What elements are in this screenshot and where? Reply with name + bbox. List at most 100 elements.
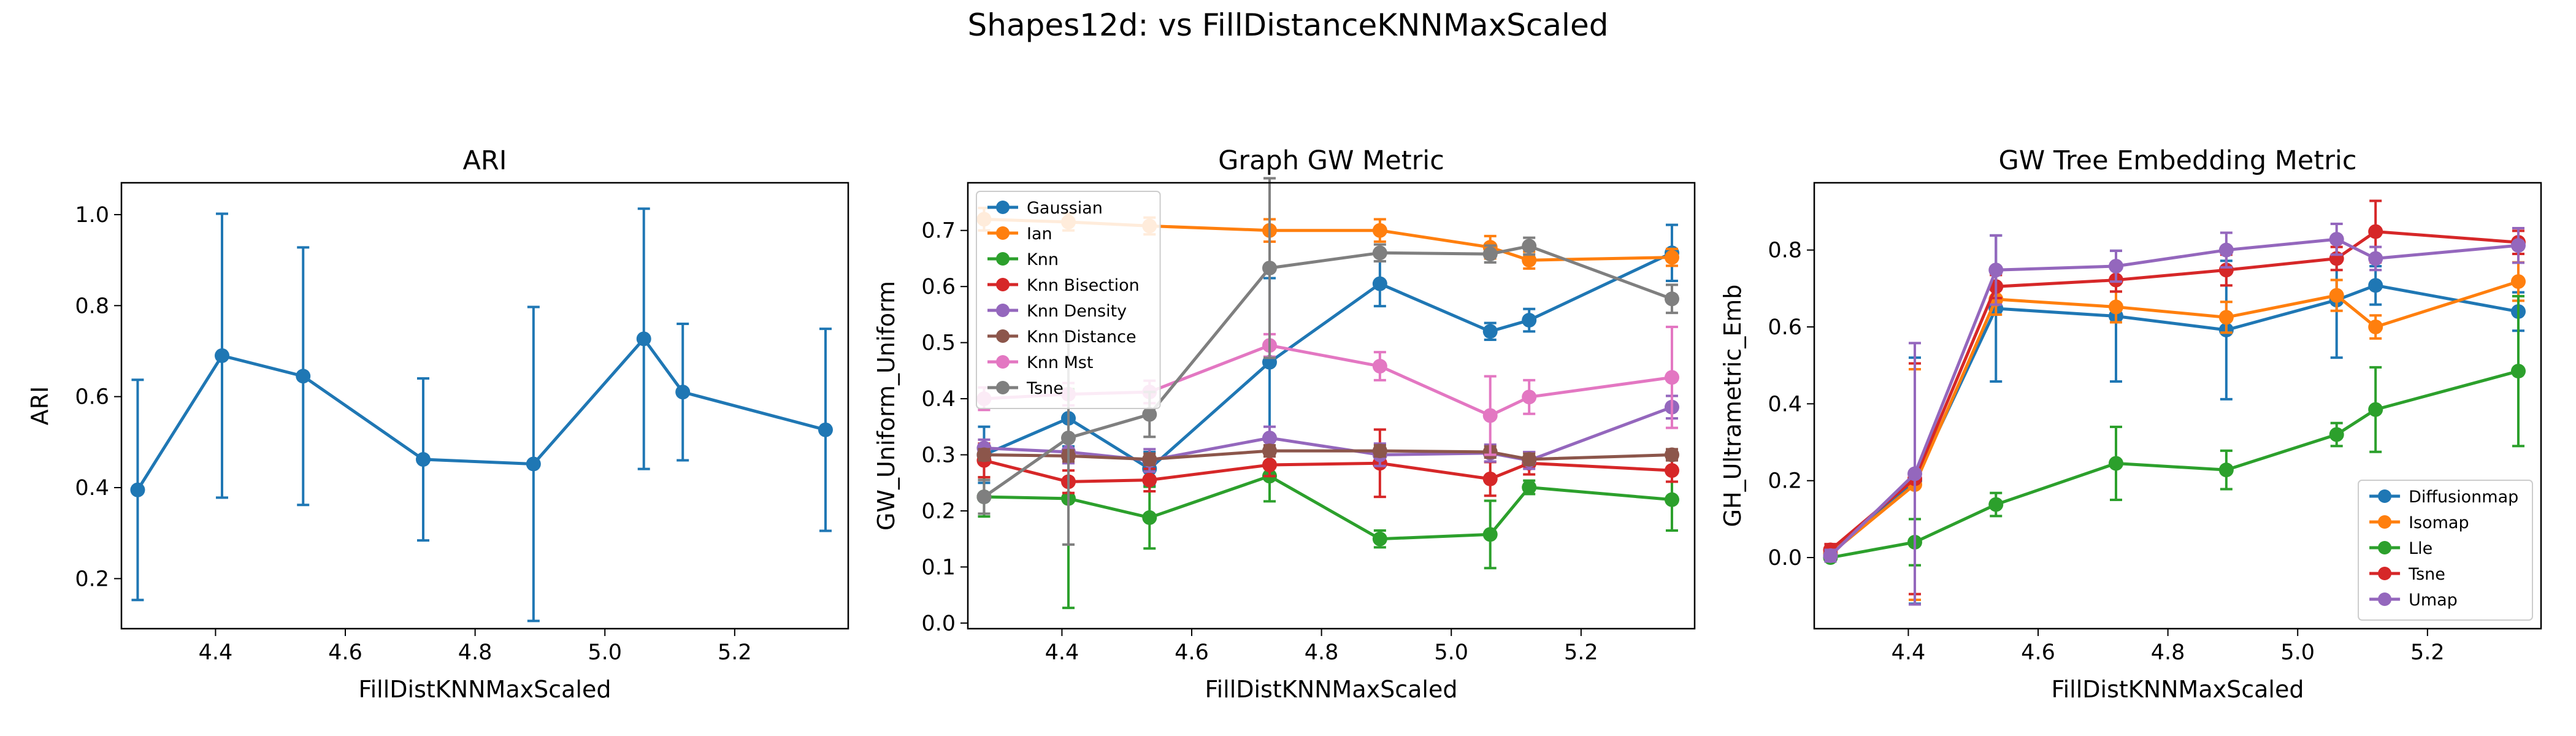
legend-entry: Ian xyxy=(987,224,1052,243)
y-tick-label: 0.0 xyxy=(921,611,956,636)
series-1 xyxy=(130,207,833,623)
legend-marker xyxy=(996,304,1010,317)
y-tick-label: 0.6 xyxy=(1768,315,1802,340)
data-point xyxy=(2368,278,2383,293)
series-line xyxy=(984,474,1673,541)
data-point xyxy=(2368,251,2383,266)
x-tick-label: 4.8 xyxy=(1305,640,1339,665)
y-tick-label: 0.4 xyxy=(1768,392,1802,416)
data-point xyxy=(1522,451,1537,467)
data-point xyxy=(1482,527,1498,542)
chart-panel-1: ARI 4.4 4.6 4.8 5.0 5.2 0.2 0.4 0.6 0.8 1.0 FillDis… xyxy=(26,145,849,703)
legend-entry: Diffusionmap xyxy=(2369,488,2518,507)
data-point xyxy=(1522,313,1537,328)
data-point xyxy=(1482,247,1498,262)
plot-frame xyxy=(1813,182,2542,630)
legend-entry: Umap xyxy=(2369,591,2458,610)
data-point xyxy=(2108,258,2123,274)
data-point xyxy=(1060,431,1076,446)
plot-frame xyxy=(967,182,1696,630)
data-point xyxy=(1372,359,1387,374)
legend-label: Knn Mst xyxy=(1027,353,1093,372)
data-point xyxy=(130,482,145,497)
legend-marker xyxy=(996,201,1010,214)
data-point xyxy=(1907,466,1922,481)
x-tick-label: 4.6 xyxy=(328,640,362,665)
data-point xyxy=(1142,472,1157,488)
legend-marker xyxy=(2378,489,2392,503)
x-axis-label: FillDistKNNMaxScaled xyxy=(359,676,611,703)
legend-marker xyxy=(996,329,1010,343)
chart-title: GW Tree Embedding Metric xyxy=(1998,145,2356,176)
data-point xyxy=(1262,260,1277,275)
chart-panel-2: Graph GW Metric 4.4 4.6 4.8 5.0 5.2 0.0 0.1 0.2 0… xyxy=(873,145,1696,703)
legend-label: Lle xyxy=(2409,539,2432,558)
y-axis-label: GH_Ultrametric_Emb xyxy=(1719,285,1746,527)
data-point xyxy=(1372,443,1387,459)
chart-title: Graph GW Metric xyxy=(1218,145,1444,176)
data-point xyxy=(1482,471,1498,486)
data-point xyxy=(2329,288,2344,303)
data-point xyxy=(1372,245,1387,261)
data-point xyxy=(1262,457,1277,472)
x-tick-label: 4.8 xyxy=(458,640,493,665)
legend-entry: Knn Mst xyxy=(987,353,1093,372)
y-tick-label: 0.4 xyxy=(75,476,109,500)
legend-entry: Knn Distance xyxy=(987,328,1137,347)
chart-title: ARI xyxy=(463,145,507,176)
legend-marker xyxy=(2378,592,2392,606)
data-point xyxy=(1372,223,1387,238)
data-point xyxy=(976,489,992,505)
series-line xyxy=(1830,369,2519,559)
data-point xyxy=(214,348,229,363)
y-tick-label: 0.8 xyxy=(75,294,109,318)
legend-label: Knn Distance xyxy=(1027,328,1137,347)
x-axis-label: FillDistKNNMaxScaled xyxy=(1205,676,1458,703)
data-point xyxy=(1664,492,1679,507)
data-point xyxy=(2218,462,2234,478)
series-tsne xyxy=(976,177,1679,546)
legend-entry: Gaussian xyxy=(987,199,1103,218)
legend-entry: Knn Bisection xyxy=(987,276,1140,295)
data-point xyxy=(2218,310,2234,325)
data-point xyxy=(1372,531,1387,546)
y-tick-label: 0.3 xyxy=(921,443,956,468)
legend-label: Knn Density xyxy=(1027,302,1127,321)
legend-label: Diffusionmap xyxy=(2409,488,2518,507)
y-tick-label: 0.4 xyxy=(921,387,956,412)
legend-box xyxy=(976,191,1161,409)
legend: Gaussian Ian Knn Knn Bisection Knn Density Kn… xyxy=(976,191,1161,409)
series-line xyxy=(1829,280,2519,555)
x-tick-label: 4.8 xyxy=(2151,640,2185,665)
data-point xyxy=(415,452,431,467)
data-point xyxy=(2368,224,2383,239)
data-point xyxy=(1988,263,2004,278)
data-point xyxy=(1664,447,1679,462)
legend-marker xyxy=(996,252,1010,266)
data-point xyxy=(1664,250,1679,265)
data-point xyxy=(1482,324,1498,339)
data-point xyxy=(1262,443,1277,459)
data-point xyxy=(2510,274,2526,289)
series-line xyxy=(1829,230,2519,551)
data-point xyxy=(2368,320,2383,335)
data-point xyxy=(1142,407,1157,422)
data-point xyxy=(1482,408,1498,423)
legend-label: Knn Bisection xyxy=(1027,276,1140,295)
data-point xyxy=(1522,389,1537,405)
legend-box xyxy=(2358,480,2534,621)
data-point xyxy=(1522,253,1537,268)
x-tick-label: 5.2 xyxy=(1564,640,1598,665)
legend-entry: Tsne xyxy=(2369,565,2445,584)
x-tick-label: 4.6 xyxy=(1175,640,1209,665)
data-point xyxy=(976,447,992,462)
data-point xyxy=(1664,463,1679,478)
y-tick-label: 0.2 xyxy=(921,499,956,524)
x-tick-label: 5.0 xyxy=(588,640,622,665)
legend-entry: Tsne xyxy=(987,379,1064,398)
data-point xyxy=(636,331,651,347)
legend-marker xyxy=(2378,541,2392,554)
legend-label: Ian xyxy=(1027,224,1052,243)
y-tick-label: 0.2 xyxy=(1768,469,1802,494)
